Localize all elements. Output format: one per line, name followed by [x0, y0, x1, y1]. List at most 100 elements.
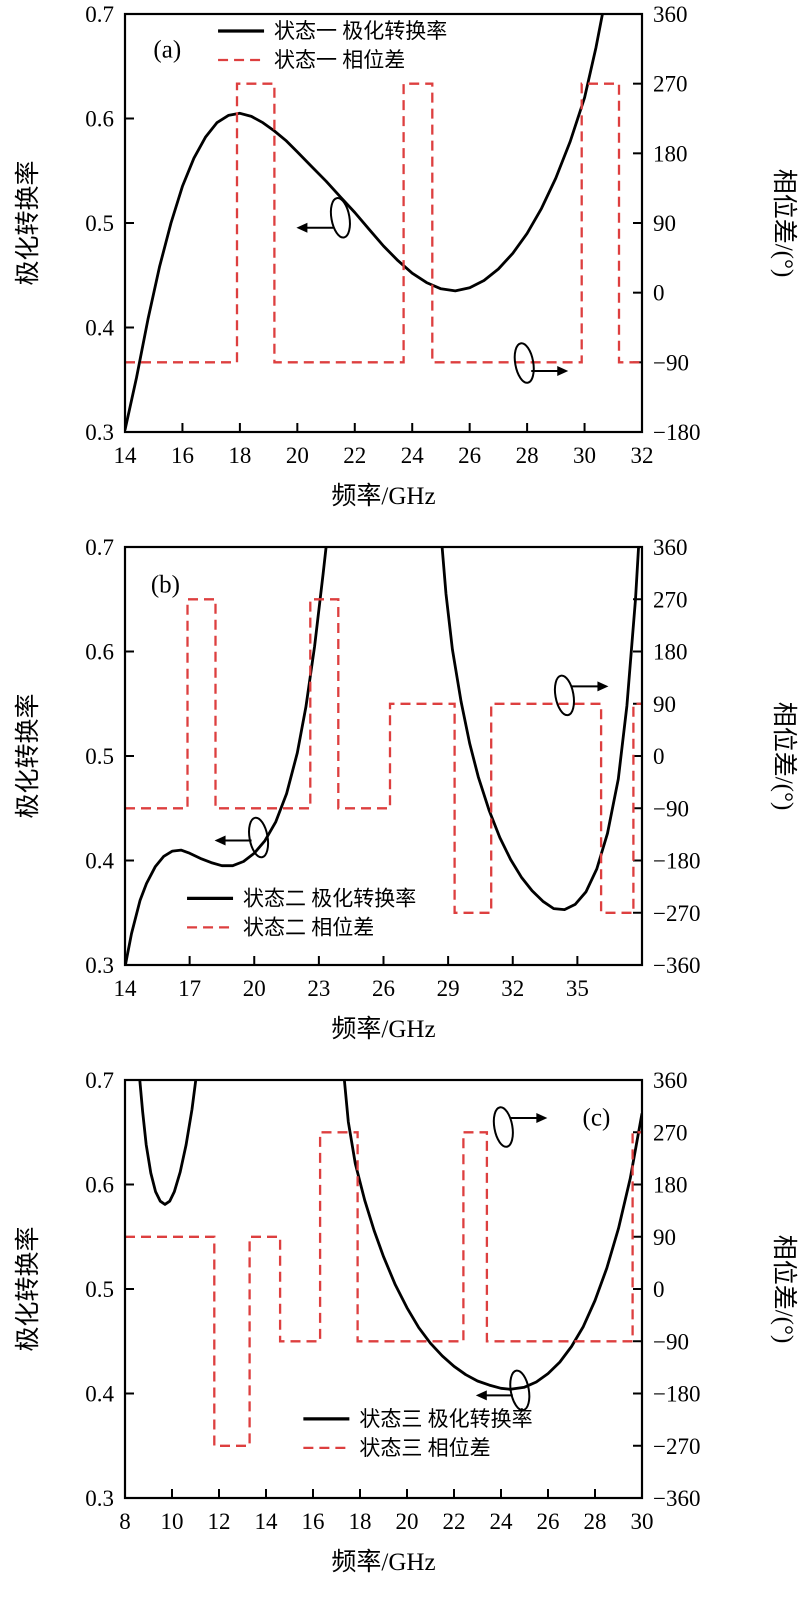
y-right-tick-label: 0: [653, 281, 665, 306]
x-tick-label: 32: [631, 443, 654, 468]
y-right-tick-label: 0: [653, 1277, 665, 1302]
y-right-tick-label: 0: [653, 744, 665, 769]
y-left-tick-label: 0.7: [85, 2, 114, 27]
y-left-tick-label: 0.6: [85, 640, 114, 665]
panel-label: (c): [583, 1104, 611, 1131]
plot-frame: [123, 12, 644, 434]
y-right-tick-label: 270: [653, 587, 688, 612]
y-left-tick-label: 0.3: [85, 953, 114, 978]
plot-frame: [123, 545, 644, 967]
annotation-ellipse: [553, 674, 575, 717]
annotation-ellipse: [248, 816, 270, 859]
y-right-tick-label: −270: [653, 901, 700, 926]
y-left-axis-title: 极化转换率: [14, 160, 42, 285]
y-right-tick-label: 90: [653, 692, 676, 717]
plot-frame: [123, 1078, 644, 1500]
x-tick-label: 24: [490, 1509, 514, 1534]
x-tick-label: 18: [228, 443, 251, 468]
solid-series-curve: [125, 14, 604, 431]
x-axis-title: 频率/GHz: [331, 1015, 435, 1043]
x-tick-label: 32: [501, 976, 524, 1001]
x-tick-label: 14: [114, 443, 138, 468]
annotation-ellipse: [329, 197, 351, 239]
x-tick-label: 14: [255, 1509, 279, 1534]
annotation-ellipse: [513, 342, 535, 384]
y-right-tick-label: 270: [653, 72, 688, 97]
annotation-arrowhead-left: [475, 1390, 487, 1401]
panel-label: (a): [153, 36, 181, 63]
y-left-tick-label: 0.3: [85, 1486, 114, 1511]
legend-label: 状态三 相位差: [359, 1436, 490, 1460]
chart-panel-b: 14 17 20 23 26 29 32 35 0.3 0.4 0.5 0.6 0.7 −360 −270 −…: [14, 535, 798, 1043]
x-tick-label: 30: [573, 443, 596, 468]
chart-panel-c: 8 10 12 14 16 18 20 22 24 26 28 30 0.3 0.4 0.5 0.6 0.7 −3…: [14, 1068, 798, 1576]
annotation-arrowhead-right: [597, 681, 609, 692]
y-left-tick-label: 0.5: [85, 744, 114, 769]
x-tick-label: 12: [208, 1509, 231, 1534]
annotation-arrowhead-left: [214, 835, 226, 846]
y-right-tick-label: 90: [653, 1225, 676, 1250]
x-tick-label: 26: [372, 976, 395, 1001]
y-left-tick-label: 0.4: [85, 316, 114, 341]
solid-series-curve: [138, 1080, 642, 1391]
y-right-axis-title: 相位差/(°): [770, 1235, 798, 1344]
y-right-tick-label: −360: [653, 953, 700, 978]
y-left-tick-label: 0.5: [85, 211, 114, 236]
dashed-series-curve: [125, 1131, 642, 1447]
y-left-tick-label: 0.6: [85, 1173, 114, 1198]
y-right-tick-label: −90: [653, 796, 689, 821]
y-right-tick-label: −180: [653, 849, 700, 874]
legend-label: 状态二 相位差: [243, 915, 374, 939]
y-left-tick-label: 0.6: [85, 107, 114, 132]
x-tick-label: 14: [114, 976, 138, 1001]
x-tick-label: 22: [443, 1509, 466, 1534]
y-right-tick-label: 90: [653, 211, 676, 236]
x-tick-label: 18: [349, 1509, 372, 1534]
solid-series-curve: [125, 547, 640, 965]
y-right-tick-label: 180: [653, 141, 688, 166]
legend-label: 状态三 极化转换率: [359, 1407, 532, 1431]
y-left-tick-label: 0.7: [85, 535, 114, 560]
x-axis-title: 频率/GHz: [331, 1548, 435, 1576]
y-right-tick-label: −90: [653, 350, 689, 375]
y-right-tick-label: 360: [653, 2, 688, 27]
x-tick-label: 20: [286, 443, 309, 468]
y-left-tick-label: 0.7: [85, 1068, 114, 1093]
x-tick-label: 35: [566, 976, 589, 1001]
x-tick-label: 30: [631, 1509, 654, 1534]
x-tick-label: 8: [119, 1509, 131, 1534]
y-right-tick-label: −180: [653, 1382, 700, 1407]
legend-label: 状态一 极化转换率: [274, 19, 447, 43]
y-right-tick-label: 360: [653, 535, 688, 560]
panel-label: (b): [151, 571, 180, 598]
dashed-series-curve: [125, 82, 642, 364]
x-tick-label: 26: [537, 1509, 560, 1534]
y-right-tick-label: −270: [653, 1434, 700, 1459]
x-tick-label: 26: [458, 443, 481, 468]
x-tick-label: 20: [243, 976, 266, 1001]
y-right-tick-label: 180: [653, 1173, 688, 1198]
x-tick-label: 23: [307, 976, 330, 1001]
annotation-ellipse: [509, 1369, 531, 1412]
y-left-tick-label: 0.4: [85, 1382, 114, 1407]
x-axis-title: 频率/GHz: [331, 482, 435, 510]
y-right-axis-title: 相位差/(°): [770, 702, 798, 811]
x-tick-label: 28: [516, 443, 539, 468]
x-tick-label: 22: [343, 443, 366, 468]
y-right-tick-label: −180: [653, 420, 700, 445]
dashed-series-curve: [125, 598, 642, 914]
annotation-arrowhead-left: [296, 222, 308, 233]
y-right-tick-label: −360: [653, 1486, 700, 1511]
legend-label: 状态一 相位差: [274, 48, 405, 72]
y-right-axis-title: 相位差/(°): [770, 169, 798, 278]
y-left-axis-title: 极化转换率: [14, 693, 42, 818]
chart-panel-a: 14 16 18 20 22 24 26 28 30 32 0.3 0.4 0.5 0.6 0.7 −180 −…: [14, 2, 798, 510]
y-right-tick-label: 270: [653, 1120, 688, 1145]
annotation-arrowhead-right: [557, 366, 569, 377]
y-right-tick-label: 180: [653, 640, 688, 665]
annotation-arrowhead-right: [536, 1113, 548, 1124]
y-left-tick-label: 0.3: [85, 420, 114, 445]
y-left-axis-title: 极化转换率: [14, 1226, 42, 1351]
y-left-tick-label: 0.4: [85, 849, 114, 874]
